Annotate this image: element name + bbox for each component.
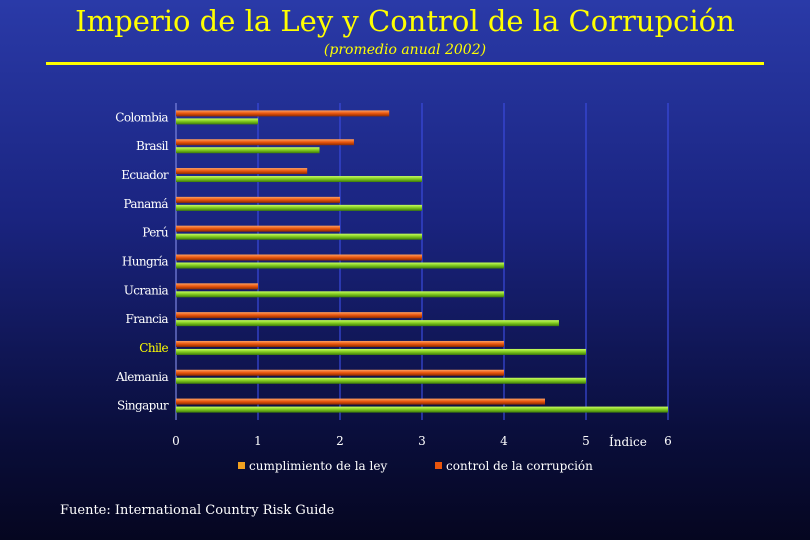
title-underline [46, 62, 764, 65]
bar-ley-2 [176, 176, 422, 183]
category-label: Ecuador [121, 168, 169, 182]
category-label: Hungría [122, 255, 169, 269]
x-tick-label: 6 [664, 434, 672, 448]
legend-label-1: control de la corrupción [446, 459, 593, 473]
category-label: Panamá [123, 197, 168, 211]
bar-corrupcion-5 [176, 254, 422, 261]
category-label: Chile [139, 341, 168, 355]
bar-ley-5 [176, 262, 504, 269]
chart-subtitle: (promedio anual 2002) [323, 42, 487, 58]
bar-ley-1 [176, 147, 320, 154]
bar-ley-6 [176, 291, 504, 298]
bar-corrupcion-1 [176, 139, 354, 146]
x-tick-label: 0 [172, 434, 180, 448]
bar-corrupcion-2 [176, 168, 308, 175]
category-label: Colombia [115, 110, 168, 124]
bar-corrupcion-0 [176, 110, 390, 117]
bar-corrupcion-10 [176, 398, 545, 405]
x-axis-label: Índice [609, 434, 647, 449]
bar-ley-0 [176, 118, 258, 125]
bar-corrupcion-7 [176, 312, 422, 319]
bar-corrupcion-3 [176, 196, 340, 203]
legend-swatch-0 [238, 462, 245, 469]
category-label: Brasil [136, 139, 169, 153]
bar-corrupcion-8 [176, 340, 504, 347]
chart-title: Imperio de la Ley y Control de la Corrup… [75, 4, 735, 38]
legend-label-0: cumplimiento de la ley [249, 459, 387, 473]
bar-corrupcion-9 [176, 369, 504, 376]
x-tick-label: 4 [500, 434, 508, 448]
bar-ley-7 [176, 320, 559, 327]
legend-swatch-1 [435, 462, 442, 469]
category-label: Alemania [115, 370, 169, 384]
bar-corrupcion-4 [176, 225, 340, 232]
bar-ley-9 [176, 377, 586, 384]
category-label: Singapur [117, 399, 169, 413]
x-tick-label: 3 [418, 434, 426, 448]
source-note: Fuente: International Country Risk Guide [60, 503, 335, 518]
bar-ley-8 [176, 348, 586, 355]
bar-ley-3 [176, 204, 422, 211]
bar-ley-4 [176, 233, 422, 240]
category-label: Ucrania [124, 283, 169, 297]
bar-corrupcion-6 [176, 283, 258, 290]
bar-ley-10 [176, 406, 668, 413]
category-label: Francia [126, 312, 169, 326]
x-tick-label: 2 [336, 434, 344, 448]
x-tick-label: 1 [254, 434, 262, 448]
category-label: Perú [142, 226, 169, 240]
x-tick-label: 5 [582, 434, 590, 448]
